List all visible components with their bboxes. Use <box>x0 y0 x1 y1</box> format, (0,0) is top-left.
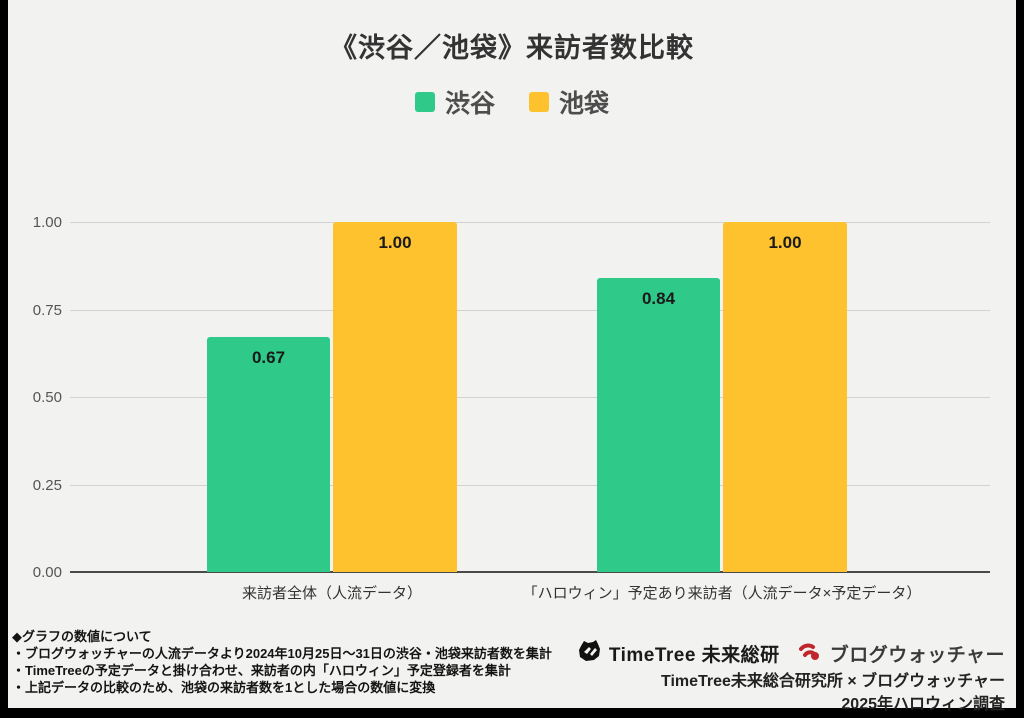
gridline-100 <box>70 222 990 223</box>
footnote-line: ・TimeTreeの予定データと掛け合わせ、来訪者の内「ハロウィン」予定登録者を… <box>12 663 511 678</box>
footnote-heading: ◆グラフの数値について <box>12 629 152 644</box>
x-axis-line <box>70 571 990 573</box>
attribution-line-2: 2025年ハロウィン調査 <box>841 696 1005 713</box>
plot-area: 1.00 0.75 0.50 0.25 0.00 0.67 1.00 0.84 … <box>33 214 990 602</box>
chart-title: 《渋谷／池袋》来訪者数比較 <box>330 33 694 63</box>
legend-swatch-shibuya <box>414 92 435 112</box>
x-category-1: 来訪者全体（人流データ） <box>241 585 423 602</box>
legend-label-ikebukuro: 池袋 <box>559 90 610 118</box>
timetree-logo: TimeTree 未来総研 <box>577 638 780 669</box>
footnotes-block: ◆グラフの数値について ・ブログウォッチャーの人流データより2024年10月25… <box>12 628 552 696</box>
infographic-sheet: 《渋谷／池袋》来訪者数比較 渋谷 池袋 1.00 0.75 0.50 0.25 … <box>8 0 1016 713</box>
attribution-line-1: TimeTree未来総合研究所 × ブログウォッチャー <box>660 673 1005 690</box>
bar-ikebukuro-group1: 1.00 <box>333 222 457 572</box>
gridline-050 <box>70 397 990 398</box>
bar-value-label: 1.00 <box>768 233 802 252</box>
bar-shibuya-group1: 0.67 <box>207 337 330 572</box>
timetree-logo-label: TimeTree 未来総研 <box>608 645 780 666</box>
gridline-075 <box>70 309 990 311</box>
ytick-025: 0.25 <box>32 476 62 494</box>
bar-shibuya-group2: 0.84 <box>597 278 720 572</box>
legend-label-shibuya: 渋谷 <box>444 90 495 118</box>
blogwatcher-logo: ブログウォッチャー <box>798 639 1005 668</box>
x-category-2: 「ハロウィン」予定あり来訪者（人流データ×予定データ） <box>522 585 922 602</box>
ytick-000: 0.00 <box>32 564 62 581</box>
logo-row: TimeTree 未来総研 ブログウォッチャー <box>577 638 1005 669</box>
ytick-050: 0.50 <box>32 389 62 406</box>
timetree-bear-icon <box>577 638 603 669</box>
legend-item-ikebukuro: 池袋 <box>529 84 609 120</box>
legend-swatch-ikebukuro <box>529 92 549 112</box>
bar-value-label: 0.67 <box>251 348 286 367</box>
footnote-line: ・ブログウォッチャーの人流データより2024年10月25日～31日の渋谷・池袋来… <box>12 646 552 661</box>
bar-ikebukuro-group2: 1.00 <box>723 222 847 572</box>
ytick-100: 1.00 <box>32 214 62 231</box>
ytick-075: 0.75 <box>32 301 62 319</box>
bar-value-label: 0.84 <box>641 289 676 308</box>
blogwatcher-wave-icon <box>798 639 824 668</box>
legend-item-shibuya: 渋谷 <box>414 84 495 120</box>
chart-legend: 渋谷 池袋 <box>8 84 1016 120</box>
footnote-line: ・上記データの比較のため、池袋の来訪者数を1とした場合の数値に変換 <box>12 680 436 695</box>
bar-value-label: 1.00 <box>378 233 412 252</box>
blogwatcher-logo-label: ブログウォッチャー <box>829 645 1005 666</box>
attribution-block: TimeTree 未来総研 ブログウォッチャー TimeTree未来総合研究所 … <box>577 638 1005 715</box>
gridline-025 <box>70 484 990 486</box>
